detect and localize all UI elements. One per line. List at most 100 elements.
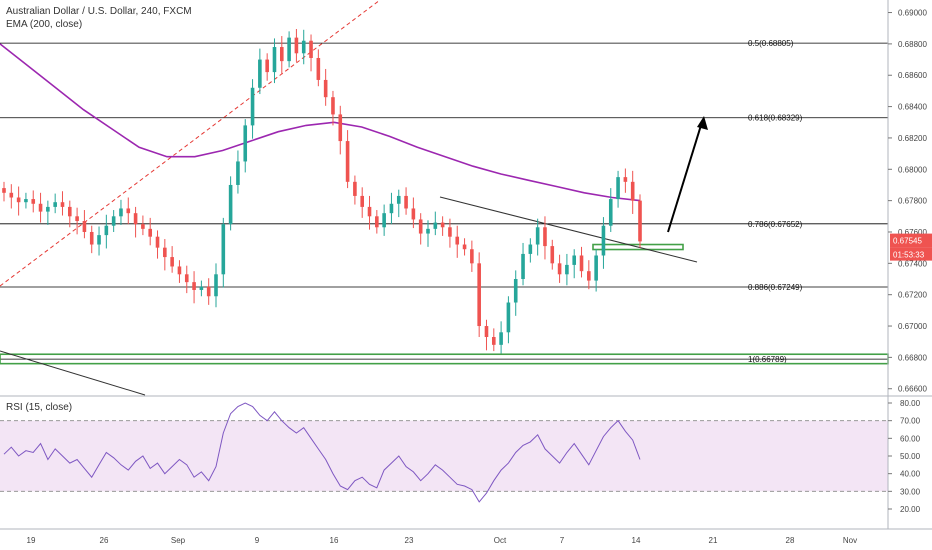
candle-body [82, 221, 87, 232]
candle-body [440, 222, 445, 228]
candle-body [426, 228, 430, 234]
candle-body [214, 274, 218, 297]
candle-body [287, 37, 291, 62]
fib-label: 0.886(0.67249) [748, 283, 803, 292]
candle-body [31, 199, 36, 204]
candle-body [46, 206, 50, 212]
fib-label: 0.5(0.68805) [748, 39, 794, 48]
candle-body [601, 225, 606, 256]
candle-body [375, 216, 379, 228]
price-tick-label: 0.66800 [898, 353, 927, 362]
candle-body [53, 202, 57, 207]
trend-drawings [0, 0, 708, 396]
chart-title: Australian Dollar / U.S. Dollar, 240, FX… [6, 6, 192, 17]
candle-body [133, 213, 138, 225]
candle-body [331, 97, 335, 115]
rsi-tick-label: 40.00 [900, 470, 921, 479]
dashed-trendline [0, 0, 381, 287]
candle-body [265, 59, 269, 73]
candle-body [367, 206, 372, 217]
candle-body [345, 141, 350, 182]
ema-200-line [0, 43, 641, 202]
candle-body [104, 225, 109, 236]
ema-legend: EMA (200, close) [6, 19, 83, 30]
fib-label: 0.786(0.67652) [748, 220, 803, 229]
candle-body [638, 200, 642, 242]
time-tick-label: 14 [632, 536, 641, 545]
descending-trendline [439, 196, 698, 263]
candle-body [411, 208, 416, 220]
candle-body [572, 255, 577, 265]
candle-body [623, 177, 628, 182]
time-tick-label: Nov [843, 536, 857, 545]
candle-body [184, 274, 189, 283]
candle-body [418, 219, 423, 234]
price-tick-label: 0.68200 [898, 134, 927, 143]
rsi-pane [0, 402, 888, 503]
candle-body [477, 263, 481, 327]
candle-body [9, 192, 14, 198]
candle-body [470, 249, 474, 264]
candle-body [163, 247, 167, 258]
time-tick-label: 7 [560, 536, 565, 545]
candle-body [338, 114, 343, 142]
candle-body [192, 282, 196, 290]
candle-body [579, 255, 584, 272]
candle-body [301, 40, 306, 54]
countdown-value: 01:53:33 [893, 251, 925, 260]
candle-body [462, 244, 467, 250]
candle-body [448, 227, 452, 237]
rsi-tick-label: 70.00 [900, 417, 921, 426]
rsi-tick-label: 30.00 [900, 487, 921, 496]
candle-body [557, 263, 562, 275]
price-tick-label: 0.67800 [898, 197, 927, 206]
projection-arrow-line [667, 121, 703, 233]
time-tick-label: 21 [709, 536, 718, 545]
time-tick-label: 16 [330, 536, 339, 545]
candle-body [148, 228, 153, 237]
candle-body [60, 202, 65, 207]
candle-body [236, 161, 240, 185]
candle-body [97, 235, 101, 245]
rsi-tick-label: 50.00 [900, 452, 921, 461]
candle-body [521, 253, 525, 280]
candle-body [594, 255, 598, 281]
lower-trendline [0, 350, 146, 396]
candle-body [323, 79, 328, 98]
price-tick-label: 0.69000 [898, 9, 927, 18]
rsi-tick-label: 80.00 [900, 399, 921, 408]
candle-body [506, 302, 511, 333]
price-tag-value: 0.67545 [893, 237, 922, 246]
candle-body [455, 236, 460, 245]
time-tick-label: 26 [100, 536, 109, 545]
candle-body [89, 231, 94, 245]
time-tick-label: 9 [255, 536, 260, 545]
candle-body [543, 227, 547, 247]
candle-body [141, 224, 145, 229]
ema-line [0, 43, 641, 202]
candle-body [75, 216, 79, 222]
price-tick-label: 0.67400 [898, 259, 927, 268]
candle-body [16, 197, 21, 203]
time-tick-label: 19 [27, 536, 36, 545]
time-tick-label: Oct [494, 536, 507, 545]
candle-body [170, 257, 174, 267]
price-tag [890, 233, 932, 248]
candle-body [565, 264, 569, 275]
candle-body [630, 181, 635, 201]
price-tick-label: 0.68400 [898, 103, 927, 112]
rsi-legend: RSI (15, close) [6, 402, 73, 413]
time-tick-label: 23 [405, 536, 414, 545]
candle-body [404, 195, 408, 209]
candle-body [155, 236, 160, 248]
price-tick-label: 0.67600 [898, 228, 927, 237]
candle-body [433, 222, 438, 229]
rsi-tick-label: 60.00 [900, 434, 921, 443]
candle-body [221, 224, 226, 275]
candle-body [608, 199, 613, 226]
candle-body [2, 188, 6, 193]
candle-body [38, 203, 43, 212]
candle-body [316, 57, 321, 80]
